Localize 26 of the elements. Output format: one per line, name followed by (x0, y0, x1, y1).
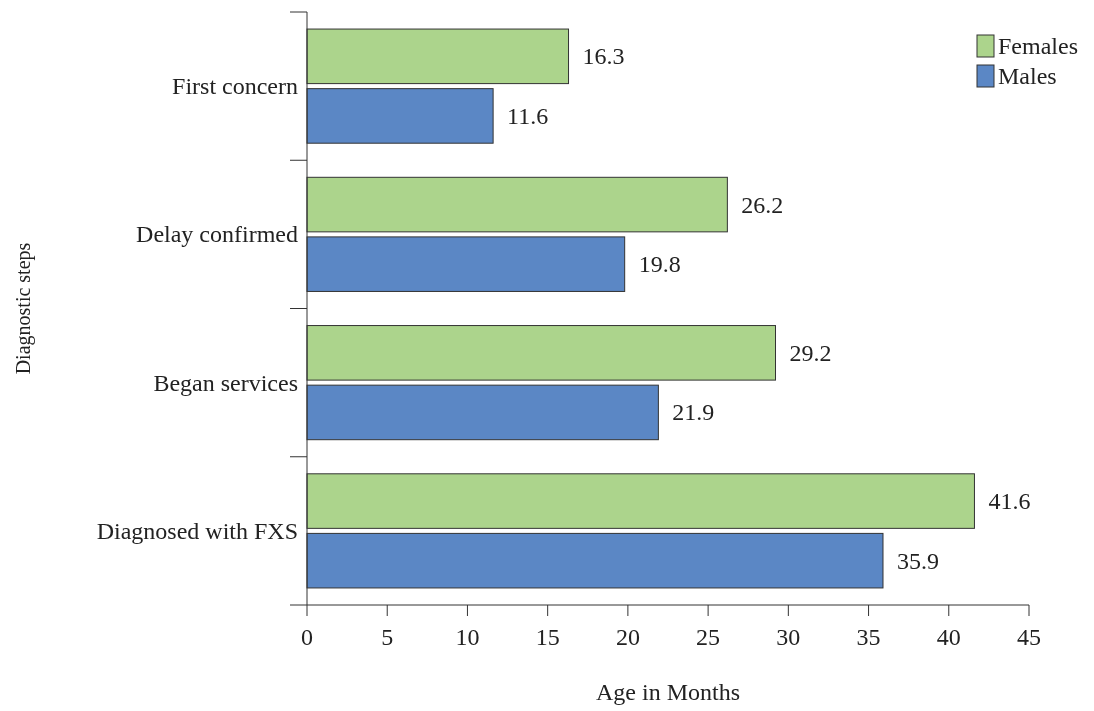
data-label: 26.2 (741, 191, 784, 218)
legend-label: Females (998, 33, 1078, 59)
x-tick-label: 0 (301, 624, 313, 650)
y-axis-title: Diagnostic steps (12, 242, 35, 375)
data-label: 29.2 (789, 339, 832, 366)
x-tick-label: 45 (1017, 624, 1041, 650)
data-label: 41.6 (988, 488, 1031, 515)
y-tick-label: Began services (153, 369, 298, 396)
x-tick-label: 15 (535, 624, 560, 650)
x-tick-label: 5 (381, 624, 394, 650)
data-label: 35.9 (897, 547, 939, 574)
x-tick-label: 35 (856, 624, 881, 650)
y-tick-label: Delay confirmed (136, 221, 298, 248)
x-axis-title: Age in Months (596, 679, 740, 705)
x-tick-label: 20 (615, 624, 640, 650)
y-tick-label: First concern (172, 73, 298, 100)
x-tick-label: 25 (696, 624, 721, 650)
data-label: 11.6 (507, 102, 549, 129)
data-label: 16.3 (582, 43, 625, 70)
x-tick-label: 40 (936, 624, 961, 650)
x-tick-label: 10 (455, 624, 480, 650)
data-label: 21.9 (672, 399, 715, 426)
legend-label: Males (998, 63, 1057, 89)
y-tick-label: Diagnosed with FXS (96, 517, 298, 544)
x-tick-label: 30 (776, 624, 801, 650)
data-label: 19.8 (638, 251, 681, 278)
